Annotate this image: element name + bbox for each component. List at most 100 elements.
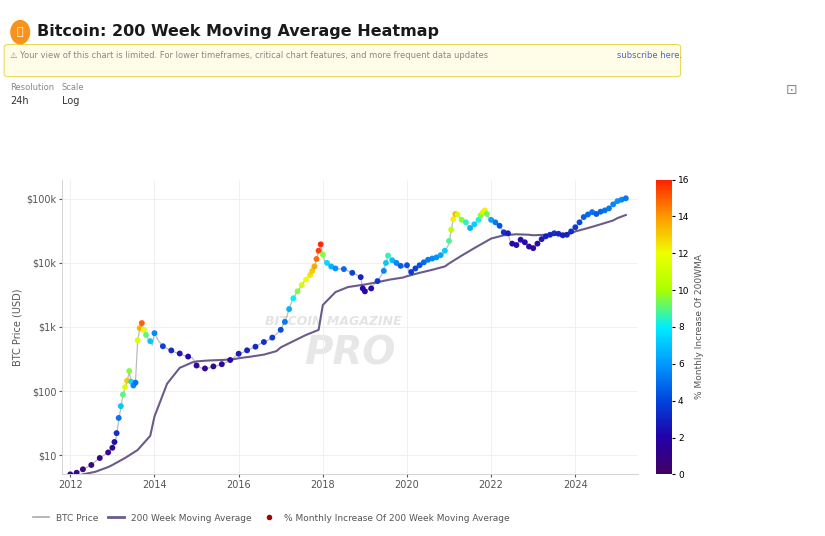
Point <box>474 211 488 220</box>
Point <box>365 284 378 293</box>
Point <box>131 336 144 345</box>
Point <box>249 343 262 351</box>
Circle shape <box>11 20 30 44</box>
Point <box>137 325 150 334</box>
Point <box>173 349 186 358</box>
Point <box>112 414 125 422</box>
Y-axis label: % Monthly Increase Of 200WMA: % Monthly Increase Of 200WMA <box>695 255 704 399</box>
Point <box>445 226 458 234</box>
Point <box>129 378 142 387</box>
Point <box>324 262 337 271</box>
Point <box>110 429 123 437</box>
Point <box>594 207 607 216</box>
Text: ⚠ Your view of this chart is limited. For lower timeframes, critical chart featu: ⚠ Your view of this chart is limited. Fo… <box>10 51 491 60</box>
Point <box>582 210 595 219</box>
Point <box>573 218 586 227</box>
Point <box>381 251 394 260</box>
Point <box>77 465 90 474</box>
Text: PRO: PRO <box>304 334 396 373</box>
Point <box>101 448 115 457</box>
Point <box>385 256 398 265</box>
Point <box>312 247 325 255</box>
Point <box>493 221 507 230</box>
Point <box>556 231 569 240</box>
Point <box>198 364 211 373</box>
Point <box>127 381 140 390</box>
Point <box>257 338 271 346</box>
Point <box>274 325 287 334</box>
Point <box>310 255 323 263</box>
Text: Scale: Scale <box>62 83 84 92</box>
Point <box>282 305 295 314</box>
Point <box>455 215 469 224</box>
Point <box>329 264 342 273</box>
Point <box>354 273 367 281</box>
Point <box>478 206 492 215</box>
Point <box>526 244 540 252</box>
Text: BITCOIN MAGAZINE: BITCOIN MAGAZINE <box>265 315 401 327</box>
Text: ₿: ₿ <box>16 27 24 37</box>
Point <box>119 383 132 391</box>
Text: Log: Log <box>62 96 79 107</box>
Point <box>400 261 413 270</box>
Point <box>560 230 573 239</box>
Point <box>306 266 319 275</box>
Point <box>404 268 417 277</box>
Point <box>316 250 329 259</box>
Point <box>371 277 384 285</box>
Point <box>135 319 148 327</box>
Point <box>476 209 489 217</box>
Point <box>442 237 455 245</box>
Point <box>409 264 422 273</box>
Point <box>156 342 169 351</box>
Legend: BTC Price, 200 Week Moving Average, % Monthly Increase Of 200 Week Moving Averag: BTC Price, 200 Week Moving Average, % Mo… <box>29 510 514 526</box>
Point <box>377 266 390 275</box>
Y-axis label: BTC Price (USD): BTC Price (USD) <box>12 288 22 366</box>
Text: ⊡: ⊡ <box>786 83 798 97</box>
Point <box>552 229 565 238</box>
Point <box>106 443 119 452</box>
Text: Resolution: Resolution <box>10 83 54 92</box>
Point <box>606 200 620 209</box>
Point <box>390 258 403 267</box>
Point <box>514 235 527 244</box>
Point <box>114 402 127 411</box>
Point <box>422 256 435 264</box>
Point <box>434 251 447 259</box>
Point <box>346 269 359 277</box>
Point <box>337 265 351 273</box>
Point <box>291 287 304 296</box>
Point <box>413 261 427 270</box>
Point <box>468 220 481 229</box>
Point <box>320 258 333 267</box>
Point <box>165 346 178 355</box>
Point <box>472 215 485 224</box>
Point <box>578 213 591 221</box>
Point <box>417 258 431 266</box>
Text: 24h: 24h <box>10 96 29 107</box>
Point <box>224 356 237 364</box>
Point <box>610 197 624 205</box>
Point <box>564 227 578 236</box>
Point <box>460 218 473 227</box>
Point <box>144 337 157 346</box>
Point <box>590 210 603 218</box>
Point <box>116 390 130 399</box>
Point <box>139 331 153 339</box>
Point <box>232 349 245 358</box>
Point <box>240 346 253 355</box>
Point <box>295 281 309 289</box>
Point <box>535 235 549 243</box>
Point <box>356 284 370 293</box>
Point <box>544 230 557 239</box>
Point <box>120 376 134 385</box>
Point <box>64 470 77 479</box>
Point <box>615 196 628 204</box>
Point <box>602 204 615 213</box>
Point <box>464 224 477 232</box>
Point <box>266 333 279 342</box>
Point <box>438 247 451 255</box>
Point <box>125 377 138 386</box>
Point <box>548 229 561 237</box>
Point <box>518 238 531 247</box>
